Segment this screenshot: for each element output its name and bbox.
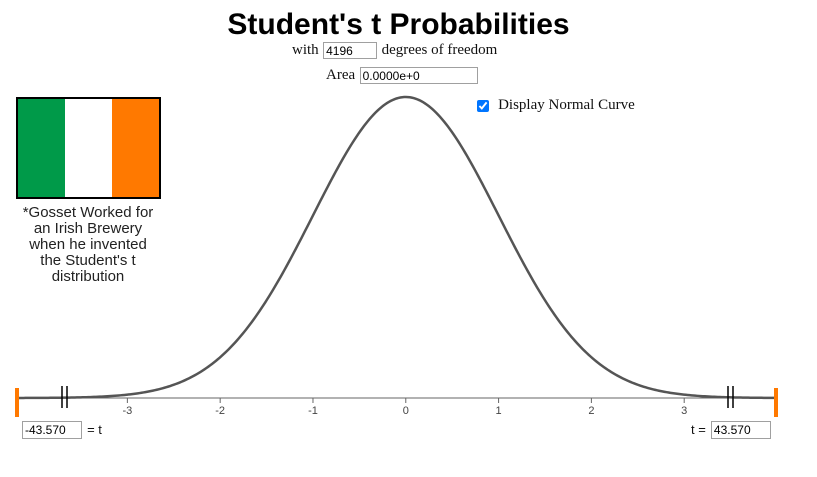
flag-orange-stripe (112, 99, 159, 197)
display-normal-curve-label: Display Normal Curve (498, 97, 635, 113)
x-tick-label: -3 (122, 405, 132, 417)
left-t-suffix: = t (87, 422, 102, 437)
df-prefix-label: with (292, 42, 319, 58)
t-distribution-curve (16, 95, 778, 400)
x-tick-label: -2 (215, 405, 225, 417)
area-row: Area (326, 67, 478, 84)
area-input[interactable] (359, 67, 478, 84)
handles (15, 386, 778, 417)
gosset-note-line: *Gosset Worked for (22, 204, 154, 221)
x-tick-label: 1 (496, 405, 502, 417)
gosset-note-line: when he invented (29, 236, 147, 253)
display-normal-curve-checkbox[interactable] (477, 99, 489, 112)
degrees-of-freedom-input[interactable] (323, 42, 378, 59)
x-tick-label: 0 (403, 405, 409, 417)
x-axis-ticks: -3 -2 -1 0 1 2 3 (122, 398, 687, 417)
right-t-row: t = (691, 419, 771, 439)
gosset-note-line: an Irish Brewery (33, 220, 143, 237)
left-t-row: = t (22, 419, 102, 439)
right-t-input[interactable] (710, 420, 771, 439)
right-t-prefix: t = (691, 422, 706, 437)
x-tick-label: -1 (308, 405, 318, 417)
degrees-of-freedom-row: with degrees of freedom (292, 42, 497, 59)
df-suffix-label: degrees of freedom (381, 42, 498, 58)
display-normal-curve-toggle[interactable]: Display Normal Curve (477, 95, 635, 114)
area-label: Area (326, 67, 356, 83)
x-tick-label: 2 (588, 405, 594, 417)
left-t-input[interactable] (22, 420, 82, 439)
gosset-note-line: distribution (51, 268, 125, 285)
flag-white-stripe (65, 99, 112, 197)
flag-green-stripe (18, 99, 65, 197)
x-tick-label: 3 (681, 405, 687, 417)
page-title: Student's t Probabilities (227, 8, 570, 41)
irish-flag-image (16, 97, 161, 199)
gosset-note: *Gosset Worked for an Irish Brewery when… (14, 205, 162, 285)
gosset-note-line: the Student's t (40, 252, 136, 269)
